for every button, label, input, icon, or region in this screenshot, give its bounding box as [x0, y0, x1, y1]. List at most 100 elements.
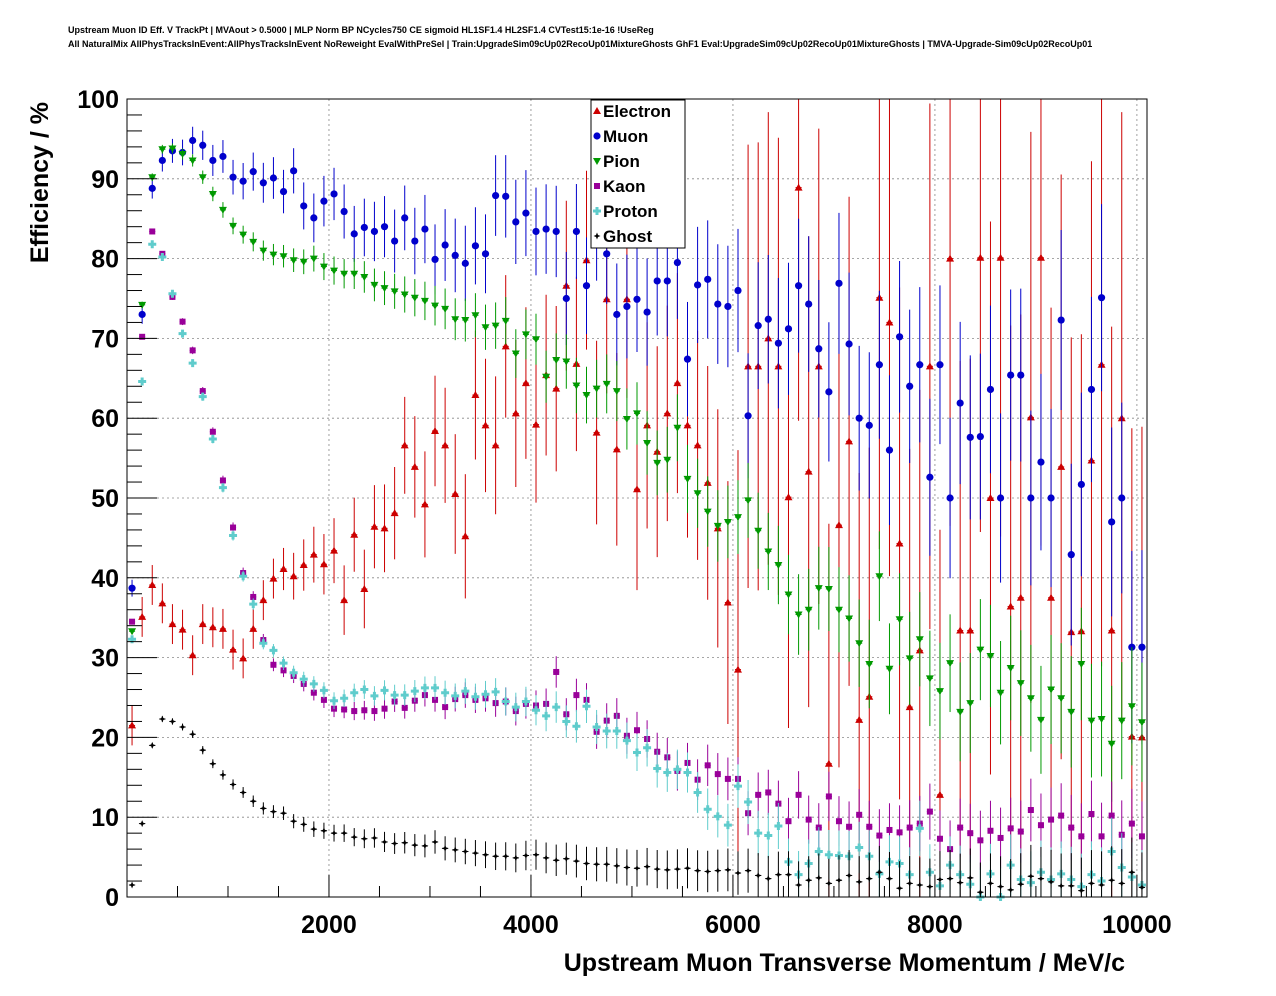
- data-point: [875, 361, 883, 369]
- data-point: [178, 329, 187, 338]
- data-point: [936, 361, 944, 369]
- data-point: [562, 294, 570, 303]
- data-point: [956, 399, 964, 407]
- data-point: [623, 302, 631, 311]
- data-point: [1118, 879, 1126, 887]
- legend-marker: [593, 107, 601, 114]
- data-point: [663, 768, 672, 777]
- legend-item-kaon: Kaon: [594, 177, 646, 196]
- data-point: [855, 843, 864, 852]
- x-tick-label: 2000: [301, 911, 357, 939]
- data-point: [673, 424, 682, 432]
- data-point: [875, 573, 884, 581]
- data-point: [865, 660, 874, 668]
- data-point: [834, 606, 843, 614]
- data-point: [724, 302, 732, 311]
- y-axis-label: Efficiency / %: [26, 102, 54, 263]
- data-point: [592, 385, 601, 393]
- data-point: [754, 871, 762, 879]
- data-point: [239, 572, 248, 581]
- data-point: [229, 173, 237, 181]
- legend-item-proton: Proton: [593, 202, 658, 221]
- data-point: [330, 267, 339, 275]
- data-point: [401, 214, 409, 222]
- data-point: [896, 829, 903, 836]
- data-point: [299, 258, 308, 266]
- data-point: [855, 715, 864, 723]
- data-point: [310, 214, 318, 222]
- data-point: [977, 837, 984, 844]
- data-point: [653, 764, 662, 773]
- data-point: [289, 668, 298, 677]
- data-point: [361, 707, 368, 714]
- data-point: [905, 655, 914, 663]
- legend-marker: [593, 132, 601, 140]
- data-point: [713, 522, 722, 530]
- data-point: [168, 289, 177, 298]
- data-point: [925, 675, 934, 683]
- data-point: [218, 624, 227, 632]
- data-point: [249, 168, 257, 176]
- data-point: [370, 281, 379, 289]
- data-point: [340, 596, 349, 604]
- data-point: [1108, 518, 1116, 526]
- data-point: [280, 667, 287, 674]
- data-point: [259, 247, 268, 255]
- data-point: [673, 379, 682, 387]
- x-tick-label: 6000: [705, 911, 761, 939]
- data-point: [997, 883, 1005, 891]
- data-point: [986, 879, 994, 887]
- data-point: [420, 683, 429, 692]
- data-point: [432, 696, 439, 703]
- data-point: [139, 333, 146, 340]
- data-point: [138, 377, 147, 386]
- data-point: [199, 141, 207, 149]
- data-point: [138, 310, 146, 319]
- x-tick-label: 8000: [907, 911, 963, 939]
- data-point: [916, 361, 924, 369]
- data-point: [471, 692, 480, 701]
- data-point: [330, 696, 339, 705]
- data-point: [612, 388, 621, 396]
- data-point: [188, 157, 197, 165]
- legend-item-electron: Electron: [593, 102, 671, 121]
- data-point: [744, 798, 753, 807]
- data-point: [309, 255, 318, 263]
- data-point: [926, 473, 934, 481]
- data-point: [714, 867, 722, 875]
- data-point: [1067, 708, 1076, 716]
- data-point: [289, 572, 298, 580]
- data-point: [532, 420, 541, 428]
- data-point: [279, 253, 288, 261]
- data-point: [673, 258, 681, 267]
- data-point: [330, 546, 339, 554]
- data-point: [774, 562, 783, 570]
- data-point: [724, 775, 731, 782]
- data-point: [229, 222, 238, 230]
- data-point: [633, 748, 641, 757]
- data-point: [532, 227, 540, 236]
- data-point: [451, 316, 460, 324]
- data-point: [703, 805, 712, 814]
- data-point: [330, 190, 338, 198]
- data-point: [1037, 458, 1045, 466]
- data-point: [410, 294, 419, 302]
- data-point: [511, 703, 520, 712]
- data-point: [804, 606, 813, 614]
- x-tick-label: 10000: [1102, 911, 1172, 939]
- y-tick-label: 0: [105, 884, 119, 912]
- data-point: [188, 651, 197, 659]
- data-point: [442, 704, 449, 711]
- data-point: [219, 477, 226, 484]
- data-point: [188, 359, 197, 368]
- data-point: [562, 358, 571, 366]
- data-point: [734, 286, 742, 295]
- data-point: [179, 723, 187, 731]
- data-point: [622, 415, 631, 423]
- data-point: [1057, 695, 1066, 703]
- data-point: [612, 445, 621, 453]
- data-point: [491, 322, 500, 330]
- data-point: [461, 317, 470, 325]
- data-point: [461, 848, 469, 856]
- data-point: [189, 347, 196, 354]
